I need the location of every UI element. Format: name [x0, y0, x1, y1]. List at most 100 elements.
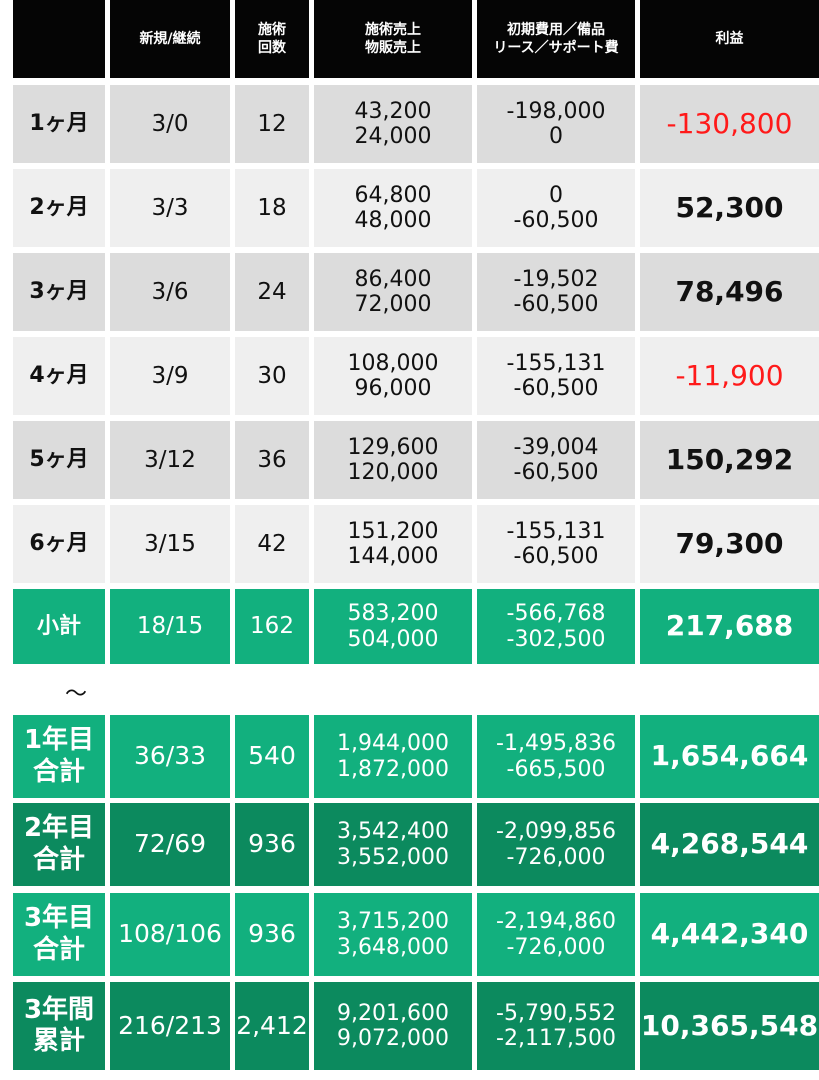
product-sales: 3,552,000 — [337, 844, 449, 870]
treatment-sales: 64,800 — [354, 182, 432, 208]
row-label: 2ヶ月 — [13, 169, 105, 247]
count-value: 936 — [248, 829, 296, 859]
treatment-sales: 108,000 — [347, 350, 439, 376]
row-label: 3ヶ月 — [13, 253, 105, 331]
row-label-line: 3年目 — [23, 903, 95, 934]
treatment-sales: 86,400 — [354, 266, 432, 292]
profit-value: -11,900 — [675, 358, 784, 392]
initial-cost: -566,768 — [506, 601, 606, 627]
row-label-line: 合計 — [32, 756, 85, 787]
count-value: 18 — [257, 194, 287, 221]
ratio-cell: 216/213 — [110, 982, 230, 1070]
treatment-sales: 9,201,600 — [337, 1000, 449, 1026]
count-value: 24 — [257, 278, 287, 305]
treatment-sales: 43,200 — [354, 98, 432, 124]
profit-cell: 78,496 — [640, 253, 819, 331]
ratio-cell: 3/0 — [110, 85, 230, 163]
initial-cost: -1,495,836 — [496, 731, 616, 757]
sales-cell: 9,201,600 9,072,000 — [314, 982, 472, 1070]
header-costs: 初期費用／備品 リース／サポート費 — [477, 0, 635, 78]
ratio-value: 108/106 — [118, 919, 222, 949]
profit-cell: 52,300 — [640, 169, 819, 247]
header-new-continue: 新規/継続 — [110, 0, 230, 78]
ratio-cell: 36/33 — [110, 715, 230, 798]
sales-cell: 43,200 24,000 — [314, 85, 472, 163]
lease-support-cost: -726,000 — [506, 844, 606, 870]
profit-cell: 10,365,548 — [640, 982, 819, 1070]
initial-cost: -198,000 — [506, 98, 606, 124]
treatment-sales: 3,542,400 — [337, 819, 449, 845]
row-label: 2年目 合計 — [13, 803, 105, 886]
count-value: 36 — [257, 446, 287, 473]
initial-cost: 0 — [549, 182, 563, 208]
profit-cell: 217,688 — [640, 589, 819, 664]
product-sales: 3,648,000 — [337, 934, 449, 960]
initial-cost: -19,502 — [513, 266, 599, 292]
header-treatment-count: 施術 回数 — [235, 0, 309, 78]
row-label-text: 3ヶ月 — [29, 279, 89, 305]
profit-cell: 1,654,664 — [640, 715, 819, 798]
count-cell: 30 — [235, 337, 309, 415]
treatment-sales: 3,715,200 — [337, 909, 449, 935]
header-sales: 施術売上 物販売上 — [314, 0, 472, 78]
sales-cell: 64,800 48,000 — [314, 169, 472, 247]
product-sales: 120,000 — [347, 460, 439, 485]
ratio-cell: 3/3 — [110, 169, 230, 247]
sales-cell: 129,600 120,000 — [314, 421, 472, 499]
row-label: 3年間 累計 — [13, 982, 105, 1070]
row-label-text: 2ヶ月 — [29, 195, 89, 221]
sales-cell: 3,715,200 3,648,000 — [314, 893, 472, 976]
initial-cost: -2,194,860 — [496, 909, 616, 935]
profit-value: 78,496 — [675, 274, 784, 308]
ratio-cell: 108/106 — [110, 893, 230, 976]
row-label: 5ヶ月 — [13, 421, 105, 499]
row-label-line: 1年目 — [23, 725, 95, 756]
treatment-sales: 151,200 — [347, 518, 439, 544]
costs-cell: -5,790,552 -2,117,500 — [477, 982, 635, 1070]
product-sales: 96,000 — [354, 376, 432, 401]
lease-support-cost: -665,500 — [506, 756, 606, 782]
initial-cost: -5,790,552 — [496, 1000, 616, 1026]
profit-cell: 150,292 — [640, 421, 819, 499]
lease-support-cost: -302,500 — [506, 626, 606, 652]
profit-value: 150,292 — [665, 442, 794, 476]
count-cell: 162 — [235, 589, 309, 664]
profit-cell: 79,300 — [640, 505, 819, 583]
initial-cost: -155,131 — [506, 350, 606, 376]
profit-value: 1,654,664 — [650, 739, 809, 773]
initial-cost: -2,099,856 — [496, 819, 616, 845]
product-sales: 72,000 — [354, 292, 432, 317]
costs-cell: -39,004 -60,500 — [477, 421, 635, 499]
row-label: 3年目 合計 — [13, 893, 105, 976]
lease-support-cost: -726,000 — [506, 934, 606, 960]
count-cell: 2,412 — [235, 982, 309, 1070]
count-value: 936 — [248, 919, 296, 949]
count-value: 12 — [257, 110, 287, 137]
count-cell: 42 — [235, 505, 309, 583]
costs-cell: -566,768 -302,500 — [477, 589, 635, 664]
row-label-line: 2年目 — [23, 813, 95, 844]
lease-support-cost: 0 — [549, 124, 563, 149]
count-value: 162 — [250, 613, 294, 640]
row-label: 1ヶ月 — [13, 85, 105, 163]
costs-cell: -19,502 -60,500 — [477, 253, 635, 331]
costs-cell: -155,131 -60,500 — [477, 337, 635, 415]
row-label-line: 3年間 — [23, 994, 95, 1025]
header-row: 新規/継続 施術 回数 施術売上 物販売上 初期費用／備品 リース／サポート費 … — [13, 0, 819, 78]
row-label: 6ヶ月 — [13, 505, 105, 583]
count-value: 42 — [257, 530, 287, 557]
ratio-value: 3/15 — [144, 530, 196, 557]
row-label-line: 累計 — [32, 1026, 85, 1056]
count-cell: 936 — [235, 803, 309, 886]
product-sales: 144,000 — [347, 544, 439, 569]
sales-cell: 151,200 144,000 — [314, 505, 472, 583]
count-cell: 540 — [235, 715, 309, 798]
treatment-sales: 1,944,000 — [337, 731, 449, 757]
ratio-value: 72/69 — [133, 829, 207, 859]
costs-cell: -1,495,836 -665,500 — [477, 715, 635, 798]
profit-value: 4,268,544 — [650, 827, 809, 861]
ratio-cell: 18/15 — [110, 589, 230, 664]
profit-value: 10,365,548 — [640, 1008, 819, 1042]
profit-value: 79,300 — [675, 526, 784, 560]
costs-cell: -155,131 -60,500 — [477, 505, 635, 583]
